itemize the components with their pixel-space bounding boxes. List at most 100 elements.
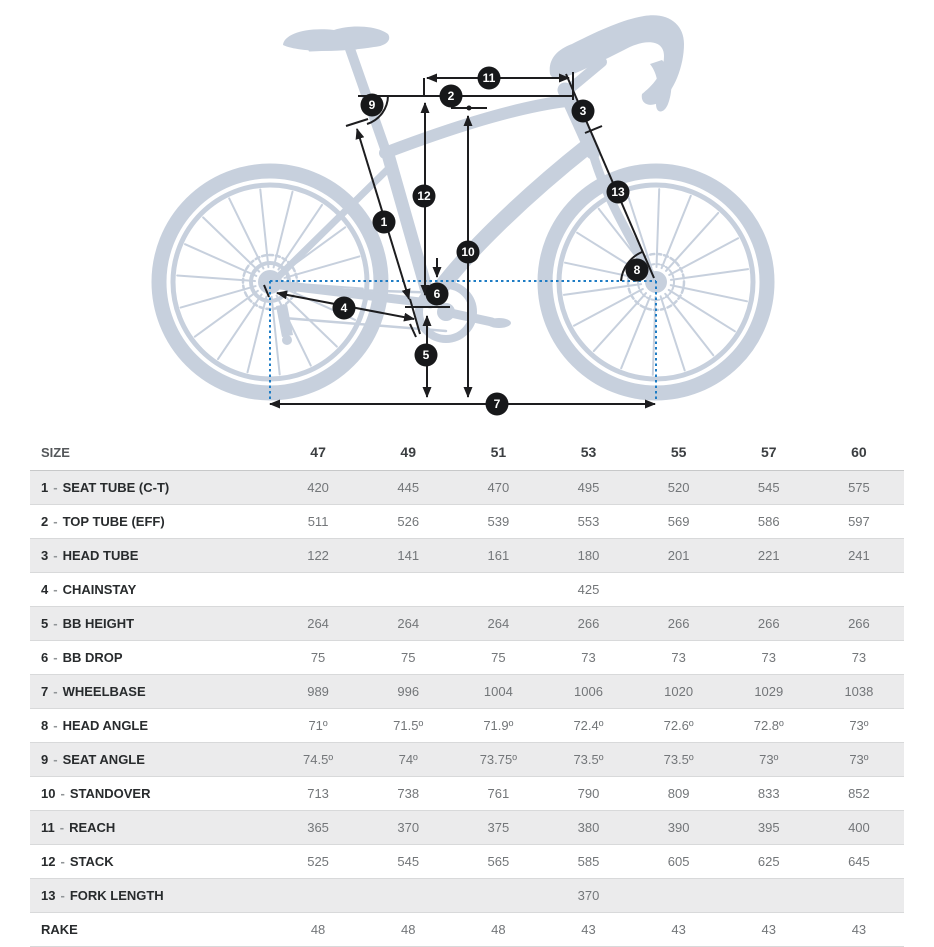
- dimension-marker-5-label: 5: [423, 348, 430, 362]
- row-value: 48: [363, 912, 454, 947]
- row-label: 10- STANDOVER: [30, 776, 273, 811]
- row-number: 13: [41, 888, 56, 903]
- row-separator: -: [53, 582, 58, 597]
- column-header-size-2: 51: [453, 434, 544, 471]
- row-value: 645: [813, 844, 904, 879]
- table-row: 2- TOP TUBE (EFF) 511 526 539 553 569 586 597: [30, 504, 904, 539]
- row-value: 553: [543, 504, 634, 539]
- row-value: 597: [813, 504, 904, 539]
- row-value: 569: [633, 504, 724, 539]
- row-number: 3: [41, 548, 49, 563]
- dimension-marker-10-circle: [456, 240, 480, 264]
- saddle: [283, 26, 390, 52]
- row-value: 73: [633, 640, 724, 675]
- wheel-spoke: [259, 188, 270, 269]
- row-value-all-sizes: 425: [273, 572, 904, 607]
- row-value: 75: [273, 640, 364, 675]
- dimension-marker-2-label: 2: [448, 89, 455, 103]
- row-name: WHEELBASE: [62, 684, 146, 699]
- row-value: 790: [543, 776, 634, 811]
- row-value: 495: [543, 470, 634, 505]
- dim-head-tube-tick: [584, 125, 603, 134]
- dimension-marker-12-circle: [412, 184, 436, 208]
- row-value: 72.4º: [543, 708, 634, 743]
- row-value: 241: [813, 538, 904, 573]
- dimension-marker-7-label: 7: [494, 397, 501, 411]
- table-row: 10- STANDOVER 713 738 761 790 809 833 852: [30, 776, 904, 811]
- row-value: 73.5º: [543, 742, 634, 777]
- bike-geometry-diagram: 1 2 3 4 5 6 7 8 9 10 11 12 13: [0, 0, 934, 432]
- row-value-all-sizes: 370: [273, 878, 904, 913]
- row-separator: -: [60, 854, 65, 869]
- dimension-marker-6-label: 6: [434, 287, 441, 301]
- row-value: 400: [813, 810, 904, 845]
- table-header-row: SIZE 47 49 51 53 55 57 60: [30, 434, 904, 471]
- row-value: 1029: [723, 674, 814, 709]
- row-number: 6: [41, 650, 49, 665]
- row-value: 73: [723, 640, 814, 675]
- row-value: 526: [363, 504, 454, 539]
- row-label: 13- FORK LENGTH: [30, 878, 273, 913]
- row-value: 1038: [813, 674, 904, 709]
- row-value: 585: [543, 844, 634, 879]
- row-separator: -: [60, 888, 65, 903]
- geometry-table: SIZE 47 49 51 53 55 57 60 1- SEAT TUBE (C-T) 420 4…: [30, 434, 904, 947]
- row-label: 4- CHAINSTAY: [30, 572, 273, 607]
- row-value: 48: [453, 912, 544, 947]
- row-name: HEAD TUBE: [62, 548, 139, 563]
- dimension-marker-4-circle: [332, 296, 356, 320]
- row-value: 266: [813, 606, 904, 641]
- row-value: 545: [723, 470, 814, 505]
- row-name: CHAINSTAY: [62, 582, 137, 597]
- row-value: 201: [633, 538, 724, 573]
- dim-chainstay-tick-left: [263, 284, 270, 298]
- table-row: 8- HEAD ANGLE 71º 71.5º 71.9º 72.4º 72.6º 72.8º…: [30, 708, 904, 743]
- row-value: 445: [363, 470, 454, 505]
- row-value: 996: [363, 674, 454, 709]
- wheel-spoke: [184, 243, 258, 277]
- row-name: HEAD ANGLE: [62, 718, 149, 733]
- row-number: 4: [41, 582, 49, 597]
- column-header-size-4: 55: [633, 434, 724, 471]
- row-value: 420: [273, 470, 364, 505]
- row-value: 43: [813, 912, 904, 947]
- column-header-size: SIZE: [30, 434, 273, 471]
- row-label: 6- BB DROP: [30, 640, 273, 675]
- row-value: 221: [723, 538, 814, 573]
- row-name: SEAT TUBE (C-T): [62, 480, 170, 495]
- row-value: 73.75º: [453, 742, 544, 777]
- row-value: 264: [273, 606, 364, 641]
- dimension-marker-9-circle: [360, 93, 384, 117]
- table-row: 4- CHAINSTAY 425: [30, 572, 904, 607]
- bike-silhouette: [151, 15, 775, 401]
- row-value: 833: [723, 776, 814, 811]
- row-separator: -: [53, 616, 58, 631]
- dimension-marker-3-circle: [571, 99, 595, 123]
- column-header-size-1: 49: [363, 434, 454, 471]
- row-label: 2- TOP TUBE (EFF): [30, 504, 273, 539]
- row-number: 10: [41, 786, 56, 801]
- row-value: 73: [543, 640, 634, 675]
- row-value: 809: [633, 776, 724, 811]
- row-number: 8: [41, 718, 49, 733]
- row-separator: -: [53, 514, 58, 529]
- row-value: 575: [813, 470, 904, 505]
- row-number: 2: [41, 514, 49, 529]
- row-number: 9: [41, 752, 49, 767]
- row-value: 71º: [273, 708, 364, 743]
- row-value: 605: [633, 844, 724, 879]
- dim-seat-tube-tick: [345, 118, 369, 127]
- dimension-marker-2-circle: [439, 84, 463, 108]
- row-value: 380: [543, 810, 634, 845]
- table-row: 13- FORK LENGTH 370: [30, 878, 904, 913]
- row-value: 72.6º: [633, 708, 724, 743]
- dimension-marker-1-label: 1: [381, 215, 388, 229]
- row-value: 370: [363, 810, 454, 845]
- table-row: 9- SEAT ANGLE 74.5º 74º 73.75º 73.5º 73.5º 73º 7…: [30, 742, 904, 777]
- row-number: 12: [41, 854, 56, 869]
- row-separator: -: [53, 684, 58, 699]
- row-separator: -: [53, 480, 58, 495]
- row-value: 525: [273, 844, 364, 879]
- row-value: 365: [273, 810, 364, 845]
